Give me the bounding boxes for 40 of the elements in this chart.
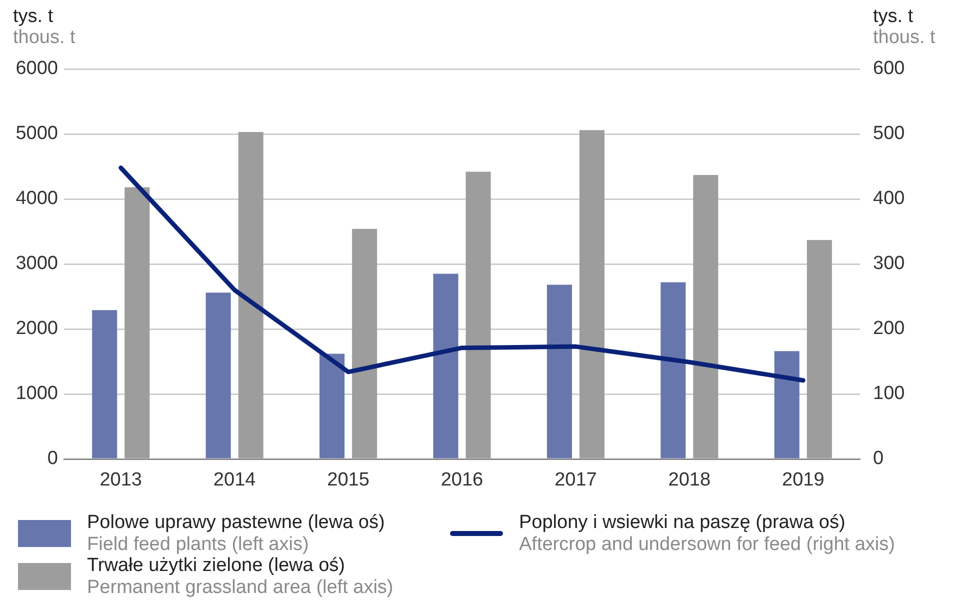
bar: [774, 351, 800, 458]
bar: [806, 240, 832, 458]
y-tick-label: 3000: [16, 253, 58, 274]
x-tick-label: 2017: [554, 470, 597, 491]
bar: [660, 282, 686, 458]
y-tick-label: 2000: [16, 318, 58, 340]
y2-tick-label: 0: [873, 448, 884, 470]
y-axis-title: tys. t thous. t: [13, 6, 76, 48]
legend-label: Poplony i wsiewki na paszę (prawa oś) Aftercrop and undersown for feed (right axis): [519, 512, 895, 555]
x-tick-label: 2016: [440, 470, 484, 491]
y2-tick-label: 400: [873, 188, 905, 210]
x-tick-label: 2018: [668, 470, 711, 491]
bar: [352, 228, 378, 458]
bar: [433, 274, 458, 458]
y-tick-label: 5000: [16, 123, 58, 144]
y2-tick-label: 600: [873, 58, 905, 80]
y-tick-label: 1000: [16, 383, 58, 404]
y2-axis-title: tys. t thous. t: [873, 6, 936, 48]
y-tick-label: 6000: [16, 58, 58, 80]
bar: [124, 187, 150, 458]
bar: [206, 292, 231, 458]
y-tick-label: 0: [47, 448, 58, 470]
y2-tick-label: 300: [873, 253, 905, 274]
bar: [92, 310, 118, 458]
y2-tick-label: 200: [873, 318, 905, 340]
bar: [466, 172, 491, 458]
y2-tick-label: 500: [873, 123, 905, 144]
bar: [546, 284, 572, 458]
x-tick-label: 2014: [213, 470, 256, 491]
legend-label: Polowe uprawy pastewne (lewa oś) Field feed plants (left axis): [87, 512, 385, 555]
x-tick-label: 2015: [327, 470, 370, 491]
bar: [320, 354, 345, 458]
bar: [238, 132, 264, 458]
y2-tick-label: 100: [873, 383, 905, 404]
y-tick-label: 4000: [16, 188, 58, 210]
bar: [579, 130, 604, 458]
x-tick-label: 2019: [782, 470, 824, 491]
bar: [693, 174, 718, 458]
x-tick-label: 2013: [100, 470, 142, 491]
legend-label: Trwałe użytki zielone (lewa oś) Permanent grassland area (left axis): [87, 555, 394, 598]
